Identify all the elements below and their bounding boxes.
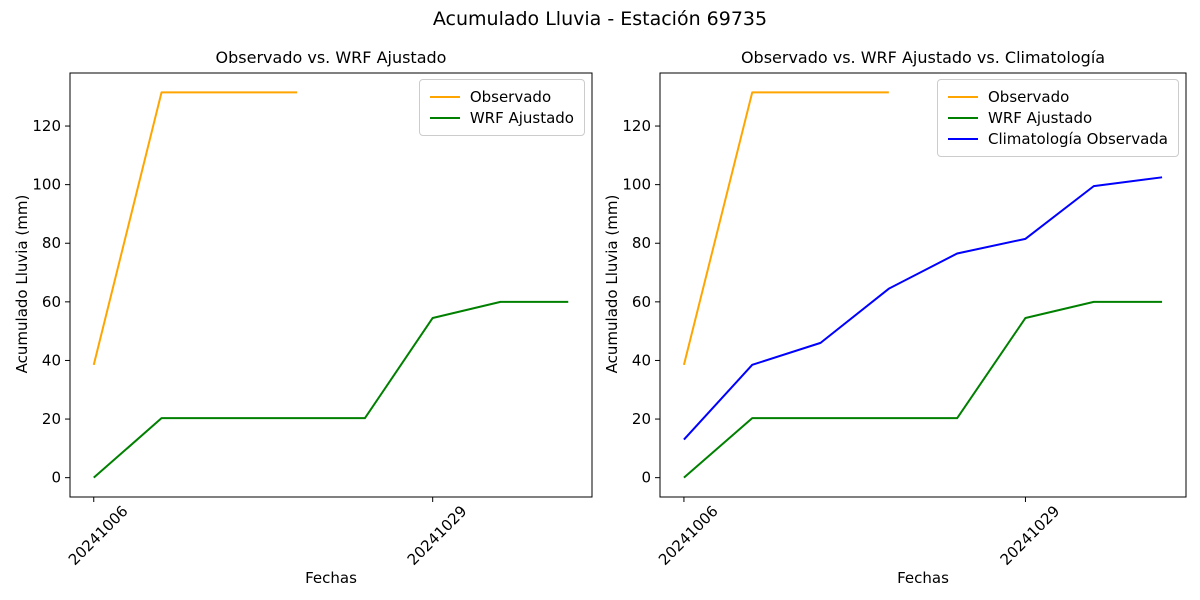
legend-entry-wrf-ajustado: WRF Ajustado — [429, 109, 574, 127]
x-tick-label: 20241006 — [655, 502, 722, 569]
legend-entry-wrf-ajustado: WRF Ajustado — [948, 109, 1168, 127]
legend-entry-observado: Observado — [429, 88, 574, 106]
legend-swatch-wrf-ajustado — [948, 117, 978, 119]
axes-frame — [69, 72, 593, 498]
y-tick-label: 80 — [632, 234, 651, 252]
line-observado — [682, 91, 889, 366]
y-tick-label: 120 — [32, 117, 61, 135]
axes-frame — [659, 72, 1187, 498]
x-tick-label: 20241029 — [997, 502, 1064, 569]
x-tick-label: 20241006 — [65, 502, 132, 569]
figure-title: Acumulado Lluvia - Estación 69735 — [432, 8, 768, 30]
legend-swatch-observado — [429, 96, 460, 98]
subplot-right-title: Observado vs. WRF Ajustado vs. Climatolo… — [740, 48, 1106, 67]
legend-label-wrf-ajustado: WRF Ajustado — [469, 109, 574, 127]
legend-swatch-wrf-ajustado — [429, 117, 460, 119]
y-tick-label: 120 — [622, 117, 651, 135]
line-wrf-ajustado — [93, 300, 569, 479]
subplot-right-x-axis-label: Fechas — [897, 569, 949, 587]
line-climatologia-observada — [683, 176, 1163, 441]
legend-label-observado: Observado — [469, 88, 552, 106]
subplot-right-legend: Observado WRF Ajustado Climatología Observ… — [937, 79, 1179, 157]
y-tick-label: 20 — [632, 410, 651, 428]
y-tick-label: 40 — [632, 351, 651, 369]
subplot-left-legend: Observado WRF Ajustado — [418, 79, 585, 136]
y-tick-label: 60 — [632, 293, 651, 311]
legend-label-wrf-ajustado: WRF Ajustado — [988, 109, 1093, 127]
legend-entry-observado: Observado — [948, 88, 1168, 106]
line-observado — [92, 91, 298, 366]
subplot-left-title: Observado vs. WRF Ajustado — [215, 48, 447, 67]
line-wrf-ajustado — [683, 300, 1163, 479]
legend-swatch-climatologia-observada — [948, 138, 978, 140]
subplot-left-axes: 0 20 40 60 80 100 120 20241006 20241029 — [32, 72, 593, 569]
y-tick-label: 100 — [622, 176, 651, 194]
y-tick-label: 0 — [641, 469, 651, 487]
subplot-left-x-axis-label: Fechas — [305, 569, 357, 587]
legend-entry-climatologia-observada: Climatología Observada — [948, 130, 1168, 148]
y-tick-label: 80 — [42, 234, 61, 252]
legend-label-observado: Observado — [988, 88, 1070, 106]
legend-label-climatologia-observada: Climatología Observada — [988, 130, 1168, 148]
y-tick-label: 20 — [42, 410, 61, 428]
y-tick-label: 40 — [42, 351, 61, 369]
y-tick-label: 100 — [32, 176, 61, 194]
legend-swatch-observado — [948, 96, 978, 98]
y-tick-label: 60 — [42, 293, 61, 311]
x-tick-label: 20241029 — [404, 502, 471, 569]
y-tick-label: 0 — [51, 469, 61, 487]
